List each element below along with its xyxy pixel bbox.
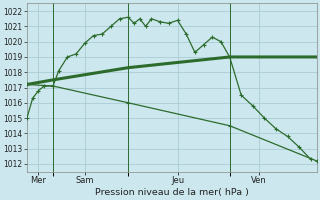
- X-axis label: Pression niveau de la mer( hPa ): Pression niveau de la mer( hPa ): [95, 188, 249, 197]
